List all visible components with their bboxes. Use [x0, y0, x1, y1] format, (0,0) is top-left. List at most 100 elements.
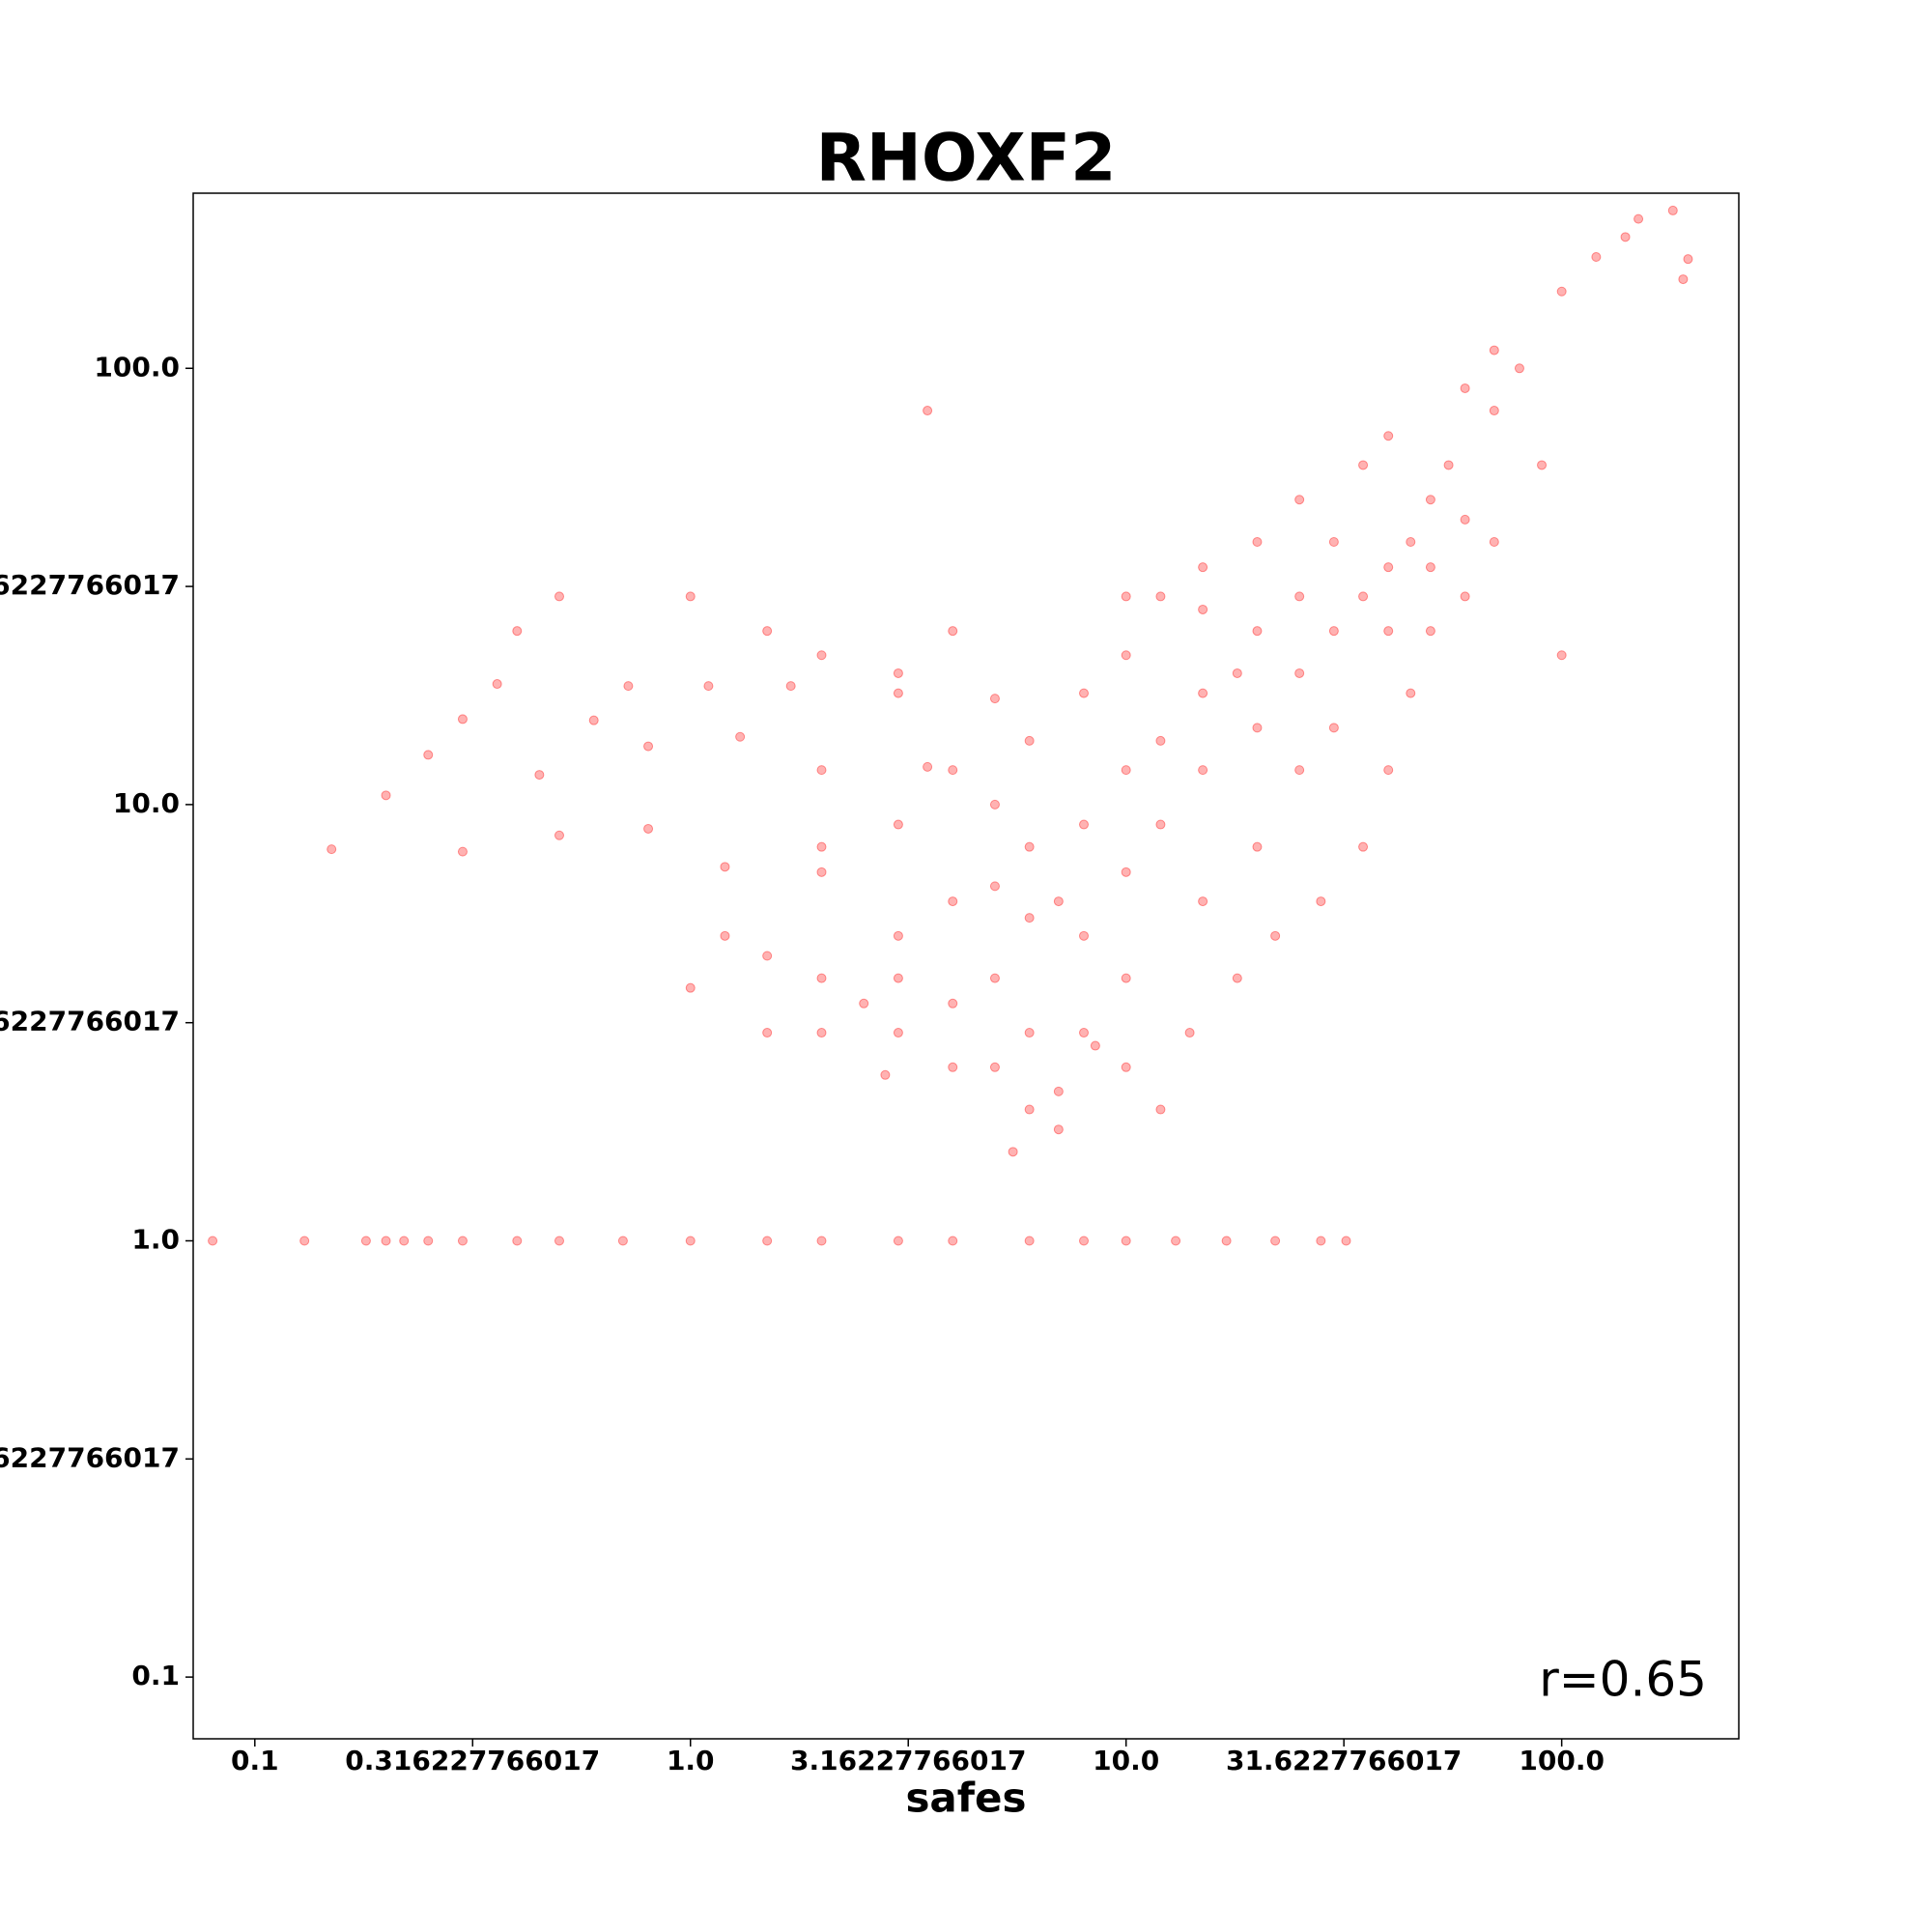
- point: [1252, 841, 1263, 852]
- point: [685, 1236, 696, 1246]
- point: [1024, 735, 1035, 746]
- point: [554, 591, 564, 602]
- x-tick-label: 0.1: [231, 1745, 279, 1776]
- point: [554, 1236, 564, 1246]
- point: [1121, 650, 1131, 661]
- point: [685, 982, 696, 993]
- point: [1079, 1236, 1090, 1246]
- point: [554, 830, 564, 840]
- y-tick-label: 10.0: [113, 787, 180, 819]
- point: [1328, 536, 1339, 547]
- point: [1425, 495, 1435, 505]
- point: [1198, 688, 1208, 698]
- y-tick-label: 1.0: [131, 1224, 180, 1256]
- point: [360, 1236, 371, 1246]
- point: [762, 1236, 773, 1246]
- point: [457, 714, 468, 724]
- point: [1316, 1236, 1326, 1246]
- point: [1406, 536, 1416, 547]
- point: [720, 862, 730, 872]
- x-axis-label: safes: [905, 1775, 1026, 1822]
- point: [1053, 896, 1064, 907]
- y-tick-label: 100.0: [94, 351, 180, 383]
- point: [1184, 1028, 1195, 1038]
- point: [1171, 1236, 1181, 1246]
- point: [1358, 841, 1369, 852]
- point: [1341, 1236, 1351, 1246]
- point: [893, 973, 903, 983]
- point: [1252, 723, 1263, 733]
- point: [423, 1236, 434, 1246]
- point: [1425, 562, 1435, 573]
- point: [1090, 1040, 1100, 1051]
- point: [1328, 626, 1339, 637]
- point: [735, 731, 746, 742]
- point: [989, 881, 1000, 892]
- point: [948, 1236, 958, 1246]
- point: [948, 1062, 958, 1072]
- point: [685, 591, 696, 602]
- point: [1155, 591, 1166, 602]
- point: [762, 1028, 773, 1038]
- point: [1406, 688, 1416, 698]
- point: [534, 770, 545, 781]
- point: [1443, 460, 1454, 470]
- y-tick-label: 31.6227766017: [0, 569, 180, 601]
- point: [1252, 536, 1263, 547]
- point: [1198, 562, 1208, 573]
- point: [1079, 930, 1090, 941]
- point: [1489, 536, 1499, 547]
- point: [1537, 460, 1548, 470]
- point: [1358, 591, 1369, 602]
- point: [948, 765, 958, 776]
- x-tick-label: 1.0: [667, 1745, 715, 1776]
- chart-title: RHOXF2: [816, 121, 1117, 197]
- point: [989, 799, 1000, 810]
- point: [1294, 765, 1305, 776]
- point: [1198, 604, 1208, 614]
- point: [720, 930, 730, 941]
- y-tick-label: 0.1: [131, 1660, 180, 1691]
- point: [859, 998, 869, 1009]
- point: [1232, 668, 1242, 678]
- point: [643, 741, 654, 752]
- point: [1155, 819, 1166, 830]
- point: [1634, 213, 1644, 224]
- point: [1155, 735, 1166, 746]
- point: [1383, 431, 1394, 441]
- point: [1008, 1147, 1018, 1157]
- point: [1383, 626, 1394, 637]
- point: [1198, 765, 1208, 776]
- point: [617, 1236, 628, 1246]
- point: [1053, 1124, 1064, 1135]
- point: [816, 841, 827, 852]
- point: [208, 1236, 218, 1246]
- point: [923, 761, 933, 772]
- point: [785, 681, 796, 692]
- point: [1383, 765, 1394, 776]
- y-tick-label: 3.16227766017: [0, 1006, 180, 1037]
- point: [1079, 1028, 1090, 1038]
- point: [923, 406, 933, 416]
- point: [948, 626, 958, 637]
- point: [1024, 913, 1035, 923]
- point: [1155, 1104, 1166, 1115]
- point: [703, 681, 714, 692]
- plot-frame: [192, 192, 1740, 1740]
- point: [381, 790, 391, 801]
- point: [762, 951, 773, 961]
- point: [1425, 626, 1435, 637]
- point: [1667, 205, 1678, 215]
- point: [1460, 591, 1470, 602]
- point: [1121, 765, 1131, 776]
- point: [1252, 626, 1263, 637]
- point: [893, 668, 903, 678]
- point: [1294, 495, 1305, 505]
- point: [816, 1028, 827, 1038]
- point: [762, 626, 773, 637]
- point: [893, 930, 903, 941]
- point: [1556, 650, 1567, 661]
- point: [512, 626, 523, 637]
- point: [1383, 562, 1394, 573]
